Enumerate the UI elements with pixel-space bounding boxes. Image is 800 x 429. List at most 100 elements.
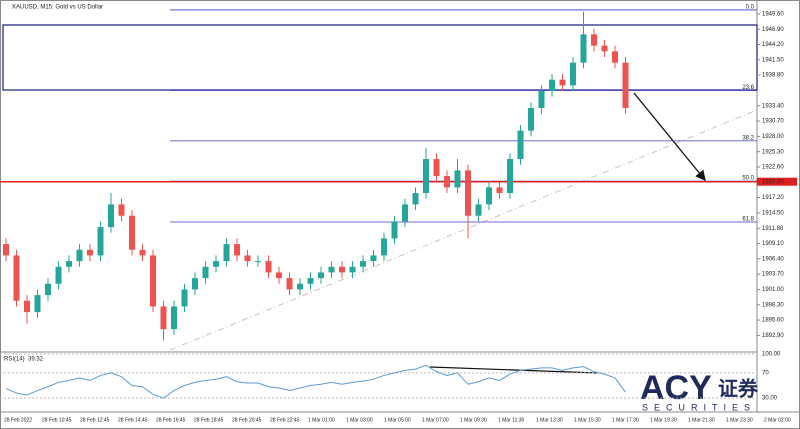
rsi-tick-label: 70 (762, 370, 769, 376)
candle-body (66, 261, 72, 267)
candle-body (286, 278, 293, 290)
logo-brand: ACY (640, 369, 712, 407)
candle-body (97, 227, 104, 256)
x-tick-label: 1 Mar 23:30 (726, 417, 753, 423)
rsi-trend-line (429, 366, 599, 374)
candle-body (45, 283, 51, 296)
candle-body (601, 45, 608, 52)
x-tick-label: 28 Feb 22:45 (270, 417, 300, 423)
y-tick-label: 1895.60 (762, 318, 784, 324)
candle-body (171, 306, 177, 330)
fib-label: 38.2 (742, 135, 754, 141)
y-tick-label: 1928.00 (762, 134, 784, 140)
x-tick-label: 1 Mar 03:00 (346, 417, 373, 423)
candle-body (402, 204, 408, 222)
y-tick-label: 1944.20 (762, 42, 784, 48)
candle-body (454, 170, 461, 188)
candle-body (13, 255, 20, 301)
candle-body (76, 249, 83, 262)
candle-body (360, 261, 366, 267)
candle-body (129, 215, 135, 250)
x-tick-label: 28 Feb 2022 (4, 417, 32, 423)
x-tick-label: 28 Feb 20:45 (232, 417, 262, 423)
candle-body (423, 159, 429, 194)
x-tick-label: 28 Feb 14:45 (118, 417, 148, 423)
x-tick-label: 1 Mar 07:00 (422, 417, 449, 423)
rsi-tick-label: 30.00 (762, 396, 778, 402)
x-tick-label: 1 Mar 17:30 (612, 417, 639, 423)
candle-body (318, 272, 324, 279)
x-tick-label: 1 Mar 11:30 (498, 417, 525, 423)
candle-body (213, 261, 219, 267)
candle-body (549, 79, 555, 92)
y-tick-label: 1930.70 (762, 119, 784, 125)
candle-body (34, 295, 41, 313)
candle-body (612, 51, 618, 63)
projection-arrow (633, 92, 706, 182)
candle-body (517, 130, 524, 160)
x-tick-label: 2 Mar 02:00 (764, 417, 791, 423)
rsi-last: 39.32 (28, 357, 44, 363)
y-tick-label: 1901.00 (762, 287, 784, 293)
fib-label: 50.0 (742, 176, 754, 182)
candle-body (150, 255, 156, 307)
candle-body (244, 255, 251, 262)
candle-body (381, 238, 387, 256)
candle-body (475, 204, 482, 216)
y-tick-label: 1892.90 (762, 333, 784, 339)
y-tick-label: 1925.30 (762, 149, 784, 155)
y-tick-label: 1911.80 (762, 226, 784, 232)
y-tick-label: 1909.10 (762, 241, 784, 247)
logo-sub: SECURITIES (642, 402, 756, 412)
candle-body (538, 91, 545, 109)
candle-body (202, 266, 209, 279)
candle-body (622, 62, 629, 109)
candle-body (580, 34, 587, 63)
rsi-tick-label: 100.00 (762, 352, 781, 358)
candle-body (87, 249, 93, 256)
candle-body (370, 255, 377, 262)
candle-body (223, 244, 230, 262)
candle-body (160, 306, 167, 330)
fib-label: 23.6 (742, 85, 754, 91)
y-tick-label: 1949.60 (762, 11, 784, 17)
candle-body (307, 278, 314, 284)
rsi-name: RSI(14) (4, 357, 25, 363)
fib-label: 61.8 (742, 217, 754, 223)
x-tick-label: 28 Feb 16:45 (156, 417, 186, 423)
candle-body (3, 244, 9, 256)
y-tick-label: 1917.20 (762, 195, 784, 201)
candle-body (276, 272, 282, 279)
level-label: 1920.00 (762, 179, 784, 185)
candle-body (559, 79, 566, 86)
x-tick-label: 1 Mar 13:30 (536, 417, 563, 423)
candle-body (181, 289, 188, 307)
candle-body (108, 204, 114, 228)
x-tick-label: 28 Feb 12:45 (80, 417, 110, 423)
candle-body (507, 159, 513, 194)
y-tick-label: 1941.50 (762, 57, 784, 63)
candle-body (496, 187, 503, 194)
x-tick-label: 28 Feb 18:45 (194, 417, 224, 423)
fib-label: 0.0 (746, 5, 755, 11)
candle-body (118, 204, 125, 216)
x-tick-label: 28 Feb 10:45 (42, 417, 72, 423)
candle-body (139, 249, 146, 256)
rsi-line (5, 364, 626, 399)
candle-body (297, 283, 303, 290)
x-tick-label: 1 Mar 09:30 (460, 417, 487, 423)
candle-body (192, 278, 198, 290)
candle-body (465, 170, 471, 216)
candle-body (349, 266, 356, 273)
candle-body (24, 300, 30, 313)
chart-title: XAUUSD, M15: Gold vs US Dollar (12, 5, 103, 11)
logo-cn: 证券 (718, 376, 759, 400)
x-tick-label: 1 Mar 01:00 (308, 417, 335, 423)
y-tick-label: 1903.70 (762, 272, 784, 278)
y-tick-label: 1938.80 (762, 73, 784, 79)
candle-body (528, 108, 534, 131)
x-tick-label: 1 Mar 21:30 (688, 417, 715, 423)
candle-body (265, 261, 272, 273)
